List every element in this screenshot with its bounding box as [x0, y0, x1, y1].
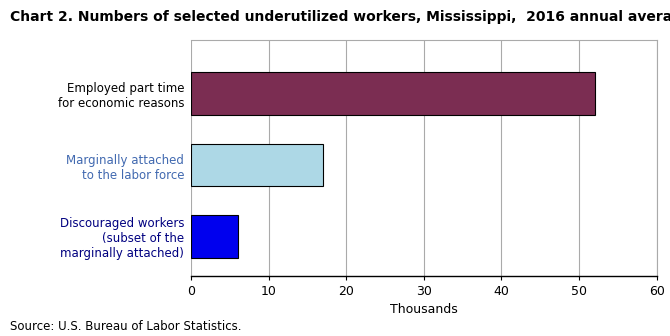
X-axis label: Thousands: Thousands — [390, 303, 458, 316]
Text: Source: U.S. Bureau of Labor Statistics.: Source: U.S. Bureau of Labor Statistics. — [10, 320, 242, 333]
Bar — [191, 144, 323, 186]
Text: Chart 2. Numbers of selected underutilized workers, Mississippi,  2016 annual av: Chart 2. Numbers of selected underutiliz… — [10, 10, 670, 24]
Bar — [191, 215, 237, 258]
Bar — [191, 72, 594, 115]
